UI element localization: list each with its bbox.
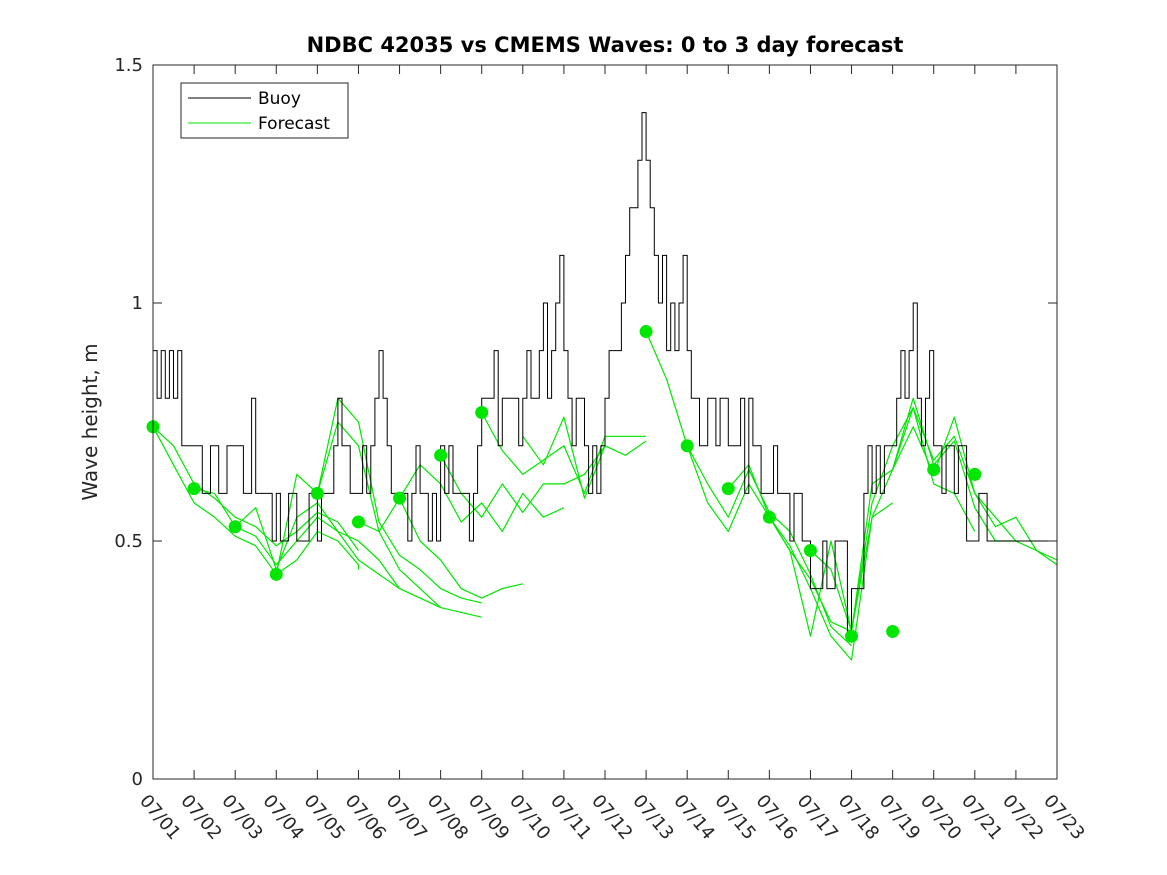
forecast-start-marker [927, 463, 941, 477]
legend-box [180, 82, 349, 139]
forecast-series-line [275, 421, 482, 618]
forecast-series-line [398, 464, 565, 533]
forecast-start-marker [721, 482, 735, 496]
y-axis-label: Wave height, m [78, 343, 102, 500]
forecast-series-line [933, 416, 1058, 566]
forecast-series-line [152, 426, 359, 551]
forecast-series-line [152, 426, 360, 575]
forecast-start-marker [351, 515, 365, 529]
forecast-start-marker [269, 567, 283, 581]
chart-title: NDBC 42035 vs CMEMS Waves: 0 to 3 day fo… [307, 33, 904, 57]
forecast-start-marker [393, 491, 407, 505]
data-layer [146, 112, 1058, 661]
forecast-start-marker [845, 629, 859, 643]
forecast-start-marker [310, 486, 324, 500]
forecast-start-marker [968, 467, 982, 481]
y-tick-label: 0.5 [114, 531, 143, 552]
forecast-start-marker [762, 510, 776, 524]
forecast-series-line [316, 397, 482, 604]
legend: Buoy Forecast [180, 82, 349, 139]
forecast-start-marker [228, 520, 242, 534]
legend-label-forecast: Forecast [258, 114, 330, 134]
forecast-start-marker [187, 482, 201, 496]
y-tick-label: 1 [132, 293, 143, 314]
forecast-series-line [358, 497, 523, 599]
forecast-series-line [193, 488, 400, 590]
forecast-start-marker [475, 405, 489, 419]
forecast-start-marker [434, 448, 448, 462]
forecast-series-line [522, 416, 647, 499]
forecast-series-line [850, 407, 1017, 632]
forecast-start-marker [680, 439, 694, 453]
y-tick-label: 0 [132, 769, 143, 790]
y-axis: 0 0.5 1 1.5 [114, 55, 1057, 790]
forecast-start-marker [886, 624, 900, 638]
y-tick-label: 1.5 [114, 55, 143, 76]
forecast-start-marker [639, 325, 653, 339]
forecast-start-marker [803, 544, 817, 558]
forecast-series-line [481, 412, 647, 494]
forecast-series-line [234, 502, 441, 609]
legend-label-buoy: Buoy [258, 89, 301, 109]
